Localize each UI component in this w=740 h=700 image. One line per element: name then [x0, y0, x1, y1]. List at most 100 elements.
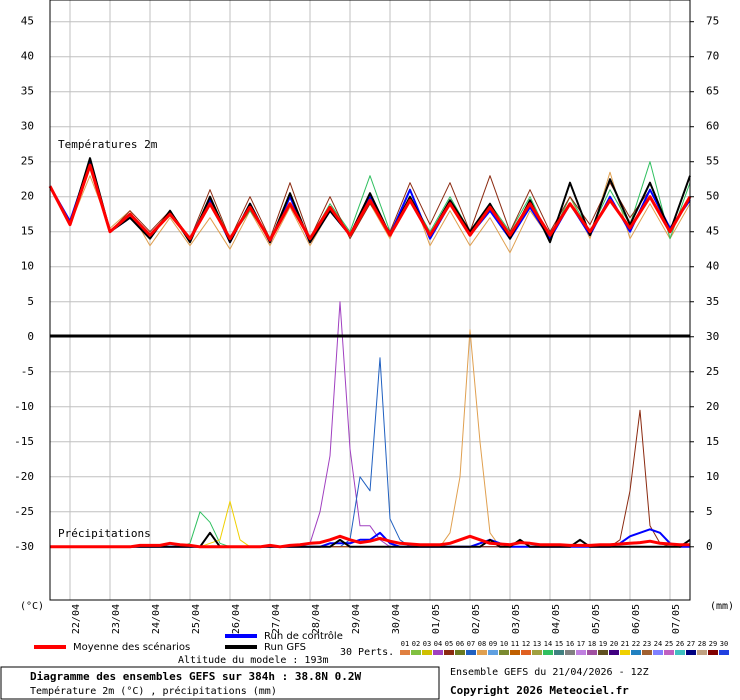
y-tick-label: 35 — [21, 85, 34, 98]
y2-tick-label: 60 — [706, 120, 719, 133]
legend-label: 29 — [709, 640, 717, 648]
copyright: Copyright 2026 Meteociel.fr — [450, 684, 629, 697]
series-line — [50, 329, 690, 548]
legend-swatch — [400, 650, 410, 655]
x-tick-label: 04/05 — [551, 604, 562, 634]
x-tick-label: 05/05 — [591, 604, 602, 634]
y-tick-label: 5 — [27, 295, 34, 308]
legend-swatch — [411, 650, 421, 655]
legend-label: 24 — [654, 640, 662, 648]
x-tick-label: 03/05 — [511, 604, 522, 634]
y-tick-label: -30 — [14, 540, 34, 553]
legend-label: 22 — [632, 640, 640, 648]
legend-swatch — [675, 650, 685, 655]
legend-swatch — [719, 650, 729, 655]
y-tick-label: 15 — [21, 225, 34, 238]
legend-label: Moyenne des scénarios — [73, 641, 190, 653]
legend-swatch — [510, 650, 520, 655]
panel-title: Précipitations — [58, 527, 151, 540]
legend-label: 23 — [643, 640, 651, 648]
series-line — [49, 171, 691, 254]
legend-swatch — [455, 650, 465, 655]
y-tick-label: 25 — [21, 155, 34, 168]
legend-label: 26 — [676, 640, 684, 648]
legend-swatch — [576, 650, 586, 655]
legend-swatch — [477, 650, 487, 655]
legend-swatch — [642, 650, 652, 655]
y-tick-label: 30 — [21, 120, 34, 133]
legend-swatch — [444, 650, 454, 655]
legend-swatch — [422, 650, 432, 655]
legend-swatch — [521, 650, 531, 655]
y-tick-label: -25 — [14, 505, 34, 518]
y2-tick-label: 30 — [706, 330, 719, 343]
info-box — [0, 666, 440, 700]
legend-swatch — [631, 650, 641, 655]
legend-label: 06 — [456, 640, 464, 648]
legend-label: 01 — [401, 640, 409, 648]
legend-label: 25 — [665, 640, 673, 648]
y2-tick-label: 5 — [706, 505, 713, 518]
x-tick-label: 26/04 — [231, 604, 242, 634]
x-tick-label: 30/04 — [391, 604, 402, 634]
legend-label: 15 — [555, 640, 563, 648]
legend-swatch — [488, 650, 498, 655]
legend-swatch — [708, 650, 718, 655]
y2-tick-label: 15 — [706, 435, 719, 448]
y2-tick-label: 65 — [706, 85, 719, 98]
series-line — [50, 301, 690, 548]
legend-label: Run de contrôle — [264, 630, 343, 642]
x-tick-label: 23/04 — [111, 604, 122, 634]
legend-label: 02 — [412, 640, 420, 648]
legend-label: 04 — [434, 640, 442, 648]
y2-tick-label: 40 — [706, 260, 719, 273]
legend-swatch — [587, 650, 597, 655]
run-info: Ensemble GEFS du 21/04/2026 - 12Z — [450, 667, 649, 678]
y2-tick-label: 25 — [706, 365, 719, 378]
legend-label: 13 — [533, 640, 541, 648]
legend-swatch — [499, 650, 509, 655]
legend-label: 11 — [511, 640, 519, 648]
y2-unit: (mm) — [710, 601, 734, 612]
x-tick-label: 29/04 — [351, 604, 362, 634]
legend-swatch — [609, 650, 619, 655]
legend-label: 19 — [599, 640, 607, 648]
plot — [48, 157, 692, 549]
y-tick-label: -15 — [14, 435, 34, 448]
legend-swatch — [532, 650, 542, 655]
y2-tick-label: 70 — [706, 50, 719, 63]
x-tick-label: 22/04 — [71, 604, 82, 634]
legend-label: 18 — [588, 640, 596, 648]
legend-label: 17 — [577, 640, 585, 648]
perturbations-label: 30 Perts. — [340, 647, 394, 658]
y2-tick-label: 20 — [706, 400, 719, 413]
footer-title: Diagramme des ensembles GEFS sur 384h : … — [30, 670, 362, 683]
legend-swatch — [697, 650, 707, 655]
y2-tick-label: 55 — [706, 155, 719, 168]
y-tick-label: 0 — [27, 330, 34, 343]
y-tick-label: 10 — [21, 260, 34, 273]
legend-swatch — [466, 650, 476, 655]
legend-label: 08 — [478, 640, 486, 648]
legend-label: 30 — [720, 640, 728, 648]
altitude: Altitude du modele : 193m — [178, 655, 329, 666]
legend-label: 10 — [500, 640, 508, 648]
legend-label: 16 — [566, 640, 574, 648]
x-tick-label: 24/04 — [151, 604, 162, 634]
legend-label: 28 — [698, 640, 706, 648]
legend-label: 03 — [423, 640, 431, 648]
y2-tick-label: 10 — [706, 470, 719, 483]
x-tick-label: 25/04 — [191, 604, 202, 634]
y2-tick-label: 35 — [706, 295, 719, 308]
legend-swatch — [653, 650, 663, 655]
y-tick-label: 40 — [21, 50, 34, 63]
legend-label: 27 — [687, 640, 695, 648]
y-unit: (°C) — [20, 601, 44, 612]
grid — [50, 0, 694, 600]
legend-label: 20 — [610, 640, 618, 648]
series-line — [48, 163, 692, 242]
x-tick-label: 07/05 — [671, 604, 682, 634]
x-tick-label: 06/05 — [631, 604, 642, 634]
